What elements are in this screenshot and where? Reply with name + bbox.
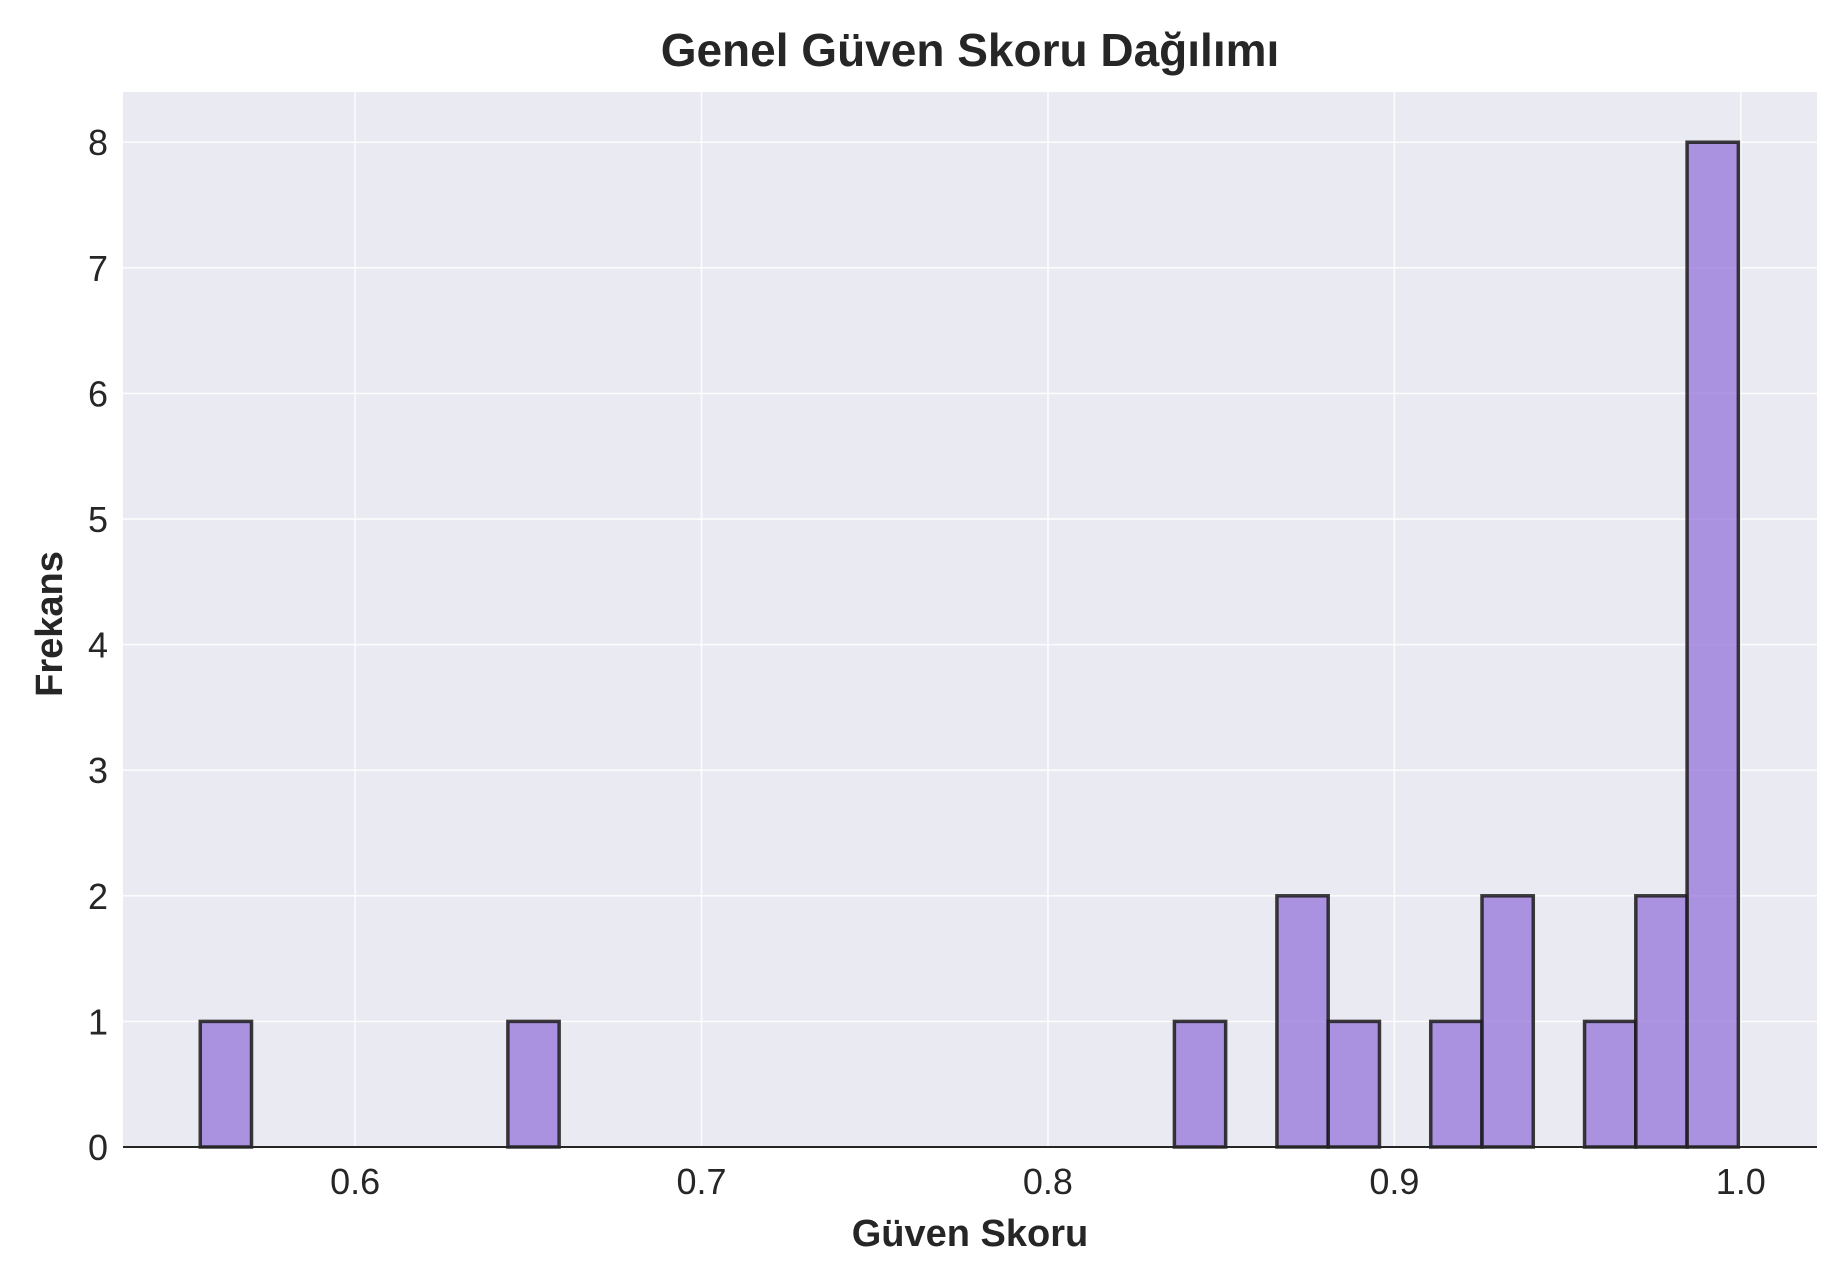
histogram-bar-5 bbox=[1428, 1019, 1484, 1149]
x-tick-label-1: 0.7 bbox=[677, 1161, 727, 1202]
histogram-bar-4 bbox=[1326, 1019, 1382, 1149]
y-tick-label-4: 4 bbox=[88, 625, 108, 666]
histogram-bar-6 bbox=[1480, 894, 1536, 1149]
y-axis-label: Frekans bbox=[29, 551, 71, 697]
histogram-bars bbox=[198, 140, 1741, 1149]
plot-area bbox=[123, 92, 1817, 1147]
histogram-bar-9 bbox=[1685, 140, 1741, 1149]
histogram-bar-7 bbox=[1582, 1019, 1638, 1149]
y-tick-label-2: 2 bbox=[88, 876, 108, 917]
y-tick-label-3: 3 bbox=[88, 750, 108, 791]
y-tick-label-6: 6 bbox=[88, 373, 108, 414]
histogram-bar-2 bbox=[1172, 1019, 1228, 1149]
x-tick-label-4: 1.0 bbox=[1716, 1161, 1766, 1202]
x-tick-labels: 0.6 0.7 0.8 0.9 1.0 bbox=[330, 1161, 1766, 1202]
x-tick-label-2: 0.8 bbox=[1023, 1161, 1073, 1202]
histogram-bar-0 bbox=[198, 1019, 254, 1149]
y-tick-label-1: 1 bbox=[88, 1001, 108, 1042]
grid-lines bbox=[123, 92, 1817, 1147]
chart-title: Genel Güven Skoru Dağılımı bbox=[661, 24, 1280, 76]
histogram-bar-3 bbox=[1275, 894, 1330, 1149]
x-axis-label: Güven Skoru bbox=[852, 1213, 1089, 1255]
y-tick-label-0: 0 bbox=[88, 1127, 108, 1168]
x-tick-label-0: 0.6 bbox=[330, 1161, 380, 1202]
y-tick-label-7: 7 bbox=[88, 248, 108, 289]
y-tick-labels: 0 1 2 3 4 5 6 7 8 bbox=[88, 122, 108, 1168]
histogram-bar-1 bbox=[506, 1019, 561, 1149]
histogram-bar-8 bbox=[1634, 894, 1689, 1149]
y-tick-label-8: 8 bbox=[88, 122, 108, 163]
y-tick-label-5: 5 bbox=[88, 499, 108, 540]
x-tick-label-3: 0.9 bbox=[1369, 1161, 1419, 1202]
